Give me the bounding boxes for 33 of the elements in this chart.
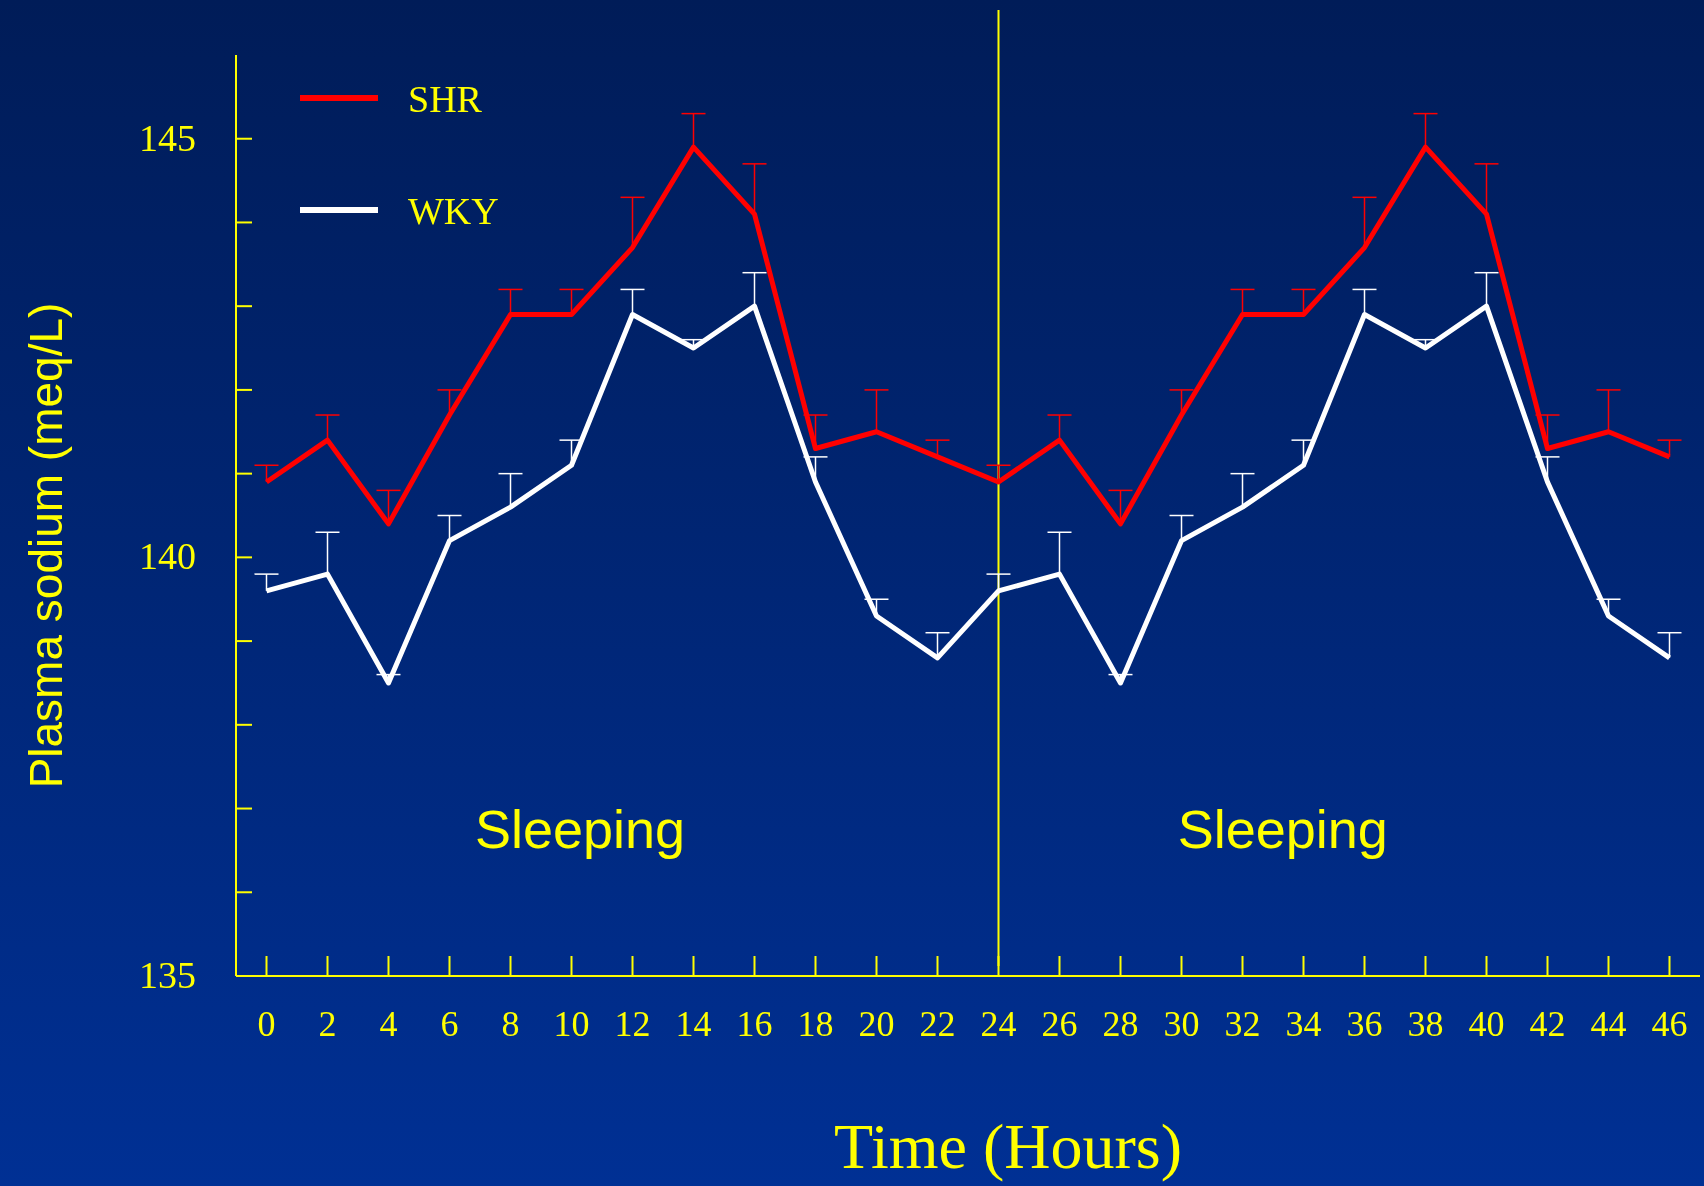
legend-label: WKY: [408, 190, 499, 232]
x-tick-label: 10: [553, 1004, 590, 1044]
x-tick-label: 8: [501, 1004, 520, 1044]
x-tick-label: 26: [1041, 1004, 1078, 1044]
x-tick-label: 30: [1163, 1004, 1200, 1044]
x-tick-label: 2: [318, 1004, 337, 1044]
x-axis-title: Time (Hours): [834, 1111, 1182, 1182]
legend-label: SHR: [408, 78, 483, 120]
annotation: Sleeping: [1177, 799, 1388, 859]
x-tick-label: 28: [1102, 1004, 1139, 1044]
y-axis-title: Plasma sodium (meq/L): [20, 302, 72, 789]
x-tick-label: 36: [1346, 1004, 1383, 1044]
x-tick-label: 42: [1529, 1004, 1566, 1044]
y-tick-label: 145: [139, 116, 196, 159]
x-tick-label: 44: [1590, 1004, 1627, 1044]
x-tick-label: 32: [1224, 1004, 1261, 1044]
x-tick-label: 20: [858, 1004, 895, 1044]
annotation: Sleeping: [474, 799, 686, 859]
y-tick-label: 135: [139, 954, 196, 996]
x-tick-label: 14: [675, 1004, 712, 1044]
x-tick-label: 0: [257, 1004, 276, 1044]
x-tick-label: 4: [379, 1004, 398, 1044]
y-tick-label: 140: [139, 535, 196, 578]
x-tick-label: 12: [614, 1004, 651, 1044]
x-tick-label: 6: [440, 1004, 459, 1044]
x-tick-label: 34: [1285, 1004, 1322, 1044]
x-tick-label: 16: [736, 1004, 773, 1044]
x-tick-label: 40: [1468, 1004, 1505, 1044]
x-tick-label: 24: [980, 1004, 1017, 1044]
x-tick-label: 46: [1651, 1004, 1688, 1044]
x-tick-label: 18: [797, 1004, 834, 1044]
x-tick-label: 22: [919, 1004, 956, 1044]
x-tick-label: 38: [1407, 1004, 1444, 1044]
